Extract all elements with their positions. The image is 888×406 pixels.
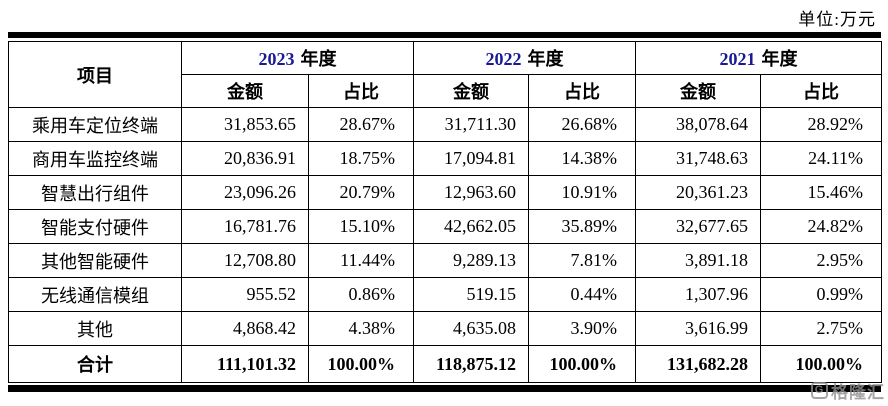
ratio-cell: 0.44% bbox=[528, 277, 636, 312]
ratio-cell: 28.92% bbox=[760, 107, 882, 142]
amount-cell: 31,853.65 bbox=[181, 107, 309, 142]
amount-cell: 17,094.81 bbox=[413, 141, 529, 176]
header-amount-2021: 金额 bbox=[635, 74, 761, 108]
total-amount-cell: 131,682.28 bbox=[635, 345, 761, 383]
year-2021-digits: 2021 bbox=[719, 49, 756, 69]
ratio-cell: 20.79% bbox=[308, 175, 414, 210]
amount-cell: 42,662.05 bbox=[413, 209, 529, 244]
total-amount-cell: 118,875.12 bbox=[413, 345, 529, 383]
table-row: 乘用车定位终端 31,853.65 28.67% 31,711.30 26.68… bbox=[8, 107, 882, 142]
ratio-cell: 18.75% bbox=[308, 141, 414, 176]
total-ratio-cell: 100.00% bbox=[528, 345, 636, 383]
row-label: 无线通信模组 bbox=[8, 277, 182, 312]
ratio-cell: 28.67% bbox=[308, 107, 414, 142]
total-row: 合计 111,101.32 100.00% 118,875.12 100.00%… bbox=[8, 345, 882, 383]
revenue-breakdown-table: 项目 2023 年度 2022 年度 2021 年度 金额 占比 金额 占比 金额 占… bbox=[8, 41, 882, 383]
header-ratio-2021: 占比 bbox=[760, 74, 882, 108]
year-2022-digits: 2022 bbox=[485, 49, 522, 69]
ratio-cell: 24.11% bbox=[760, 141, 882, 176]
ratio-cell: 35.89% bbox=[528, 209, 636, 244]
year-2023-digits: 2023 bbox=[258, 49, 295, 69]
header-ratio-2022: 占比 bbox=[528, 74, 636, 108]
amount-cell: 3,616.99 bbox=[635, 311, 761, 346]
amount-cell: 4,635.08 bbox=[413, 311, 529, 346]
total-ratio-cell: 100.00% bbox=[308, 345, 414, 383]
year-2023-suffix: 年度 bbox=[300, 49, 337, 69]
header-amount-2022: 金额 bbox=[413, 74, 529, 108]
ratio-cell: 10.91% bbox=[528, 175, 636, 210]
header-year-2022: 2022 年度 bbox=[413, 41, 636, 75]
row-label: 乘用车定位终端 bbox=[8, 107, 182, 142]
table-row: 商用车监控终端 20,836.91 18.75% 17,094.81 14.38… bbox=[8, 141, 882, 176]
ratio-cell: 15.46% bbox=[760, 175, 882, 210]
table-row: 无线通信模组 955.52 0.86% 519.15 0.44% 1,307.9… bbox=[8, 277, 882, 312]
header-year-2021: 2021 年度 bbox=[635, 41, 882, 75]
header-item: 项目 bbox=[8, 41, 182, 108]
ratio-cell: 2.95% bbox=[760, 243, 882, 278]
header-amount-2023: 金额 bbox=[181, 74, 309, 108]
header-row-subcolumns: 金额 占比 金额 占比 金额 占比 bbox=[9, 74, 882, 108]
header-year-2023: 2023 年度 bbox=[181, 41, 414, 75]
amount-cell: 4,868.42 bbox=[181, 311, 309, 346]
row-label: 商用车监控终端 bbox=[8, 141, 182, 176]
table-row: 其他智能硬件 12,708.80 11.44% 9,289.13 7.81% 3… bbox=[8, 243, 882, 278]
header-ratio-2023: 占比 bbox=[308, 74, 414, 108]
amount-cell: 38,078.64 bbox=[635, 107, 761, 142]
table-row: 智能支付硬件 16,781.76 15.10% 42,662.05 35.89%… bbox=[8, 209, 882, 244]
amount-cell: 31,748.63 bbox=[635, 141, 761, 176]
total-row-label: 合计 bbox=[8, 345, 182, 383]
ratio-cell: 0.86% bbox=[308, 277, 414, 312]
ratio-cell: 7.81% bbox=[528, 243, 636, 278]
amount-cell: 20,836.91 bbox=[181, 141, 309, 176]
ratio-cell: 4.38% bbox=[308, 311, 414, 346]
row-label: 其他 bbox=[8, 311, 182, 346]
amount-cell: 3,891.18 bbox=[635, 243, 761, 278]
table-row: 其他 4,868.42 4.38% 4,635.08 3.90% 3,616.9… bbox=[8, 311, 882, 346]
total-ratio-cell: 100.00% bbox=[760, 345, 882, 383]
year-2021-suffix: 年度 bbox=[761, 49, 798, 69]
ratio-cell: 15.10% bbox=[308, 209, 414, 244]
ratio-cell: 14.38% bbox=[528, 141, 636, 176]
amount-cell: 23,096.26 bbox=[181, 175, 309, 210]
ratio-cell: 0.99% bbox=[760, 277, 882, 312]
amount-cell: 32,677.65 bbox=[635, 209, 761, 244]
row-label: 智能支付硬件 bbox=[8, 209, 182, 244]
amount-cell: 16,781.76 bbox=[181, 209, 309, 244]
amount-cell: 31,711.30 bbox=[413, 107, 529, 142]
amount-cell: 20,361.23 bbox=[635, 175, 761, 210]
row-label: 其他智能硬件 bbox=[8, 243, 182, 278]
header-row-years: 项目 2023 年度 2022 年度 2021 年度 bbox=[8, 41, 882, 108]
ratio-cell: 3.90% bbox=[528, 311, 636, 346]
amount-cell: 1,307.96 bbox=[635, 277, 761, 312]
total-amount-cell: 111,101.32 bbox=[181, 345, 309, 383]
amount-cell: 519.15 bbox=[413, 277, 529, 312]
amount-cell: 9,289.13 bbox=[413, 243, 529, 278]
amount-cell: 12,708.80 bbox=[181, 243, 309, 278]
table-row: 智慧出行组件 23,096.26 20.79% 12,963.60 10.91%… bbox=[8, 175, 882, 210]
amount-cell: 955.52 bbox=[181, 277, 309, 312]
year-2022-suffix: 年度 bbox=[527, 49, 564, 69]
unit-label: 单位:万元 bbox=[798, 10, 876, 29]
row-label: 智慧出行组件 bbox=[8, 175, 182, 210]
revenue-table-container: 项目 2023 年度 2022 年度 2021 年度 金额 占比 金额 占比 金额 占… bbox=[8, 32, 882, 392]
amount-cell: 12,963.60 bbox=[413, 175, 529, 210]
ratio-cell: 11.44% bbox=[308, 243, 414, 278]
ratio-cell: 26.68% bbox=[528, 107, 636, 142]
ratio-cell: 24.82% bbox=[760, 209, 882, 244]
ratio-cell: 2.75% bbox=[760, 311, 882, 346]
